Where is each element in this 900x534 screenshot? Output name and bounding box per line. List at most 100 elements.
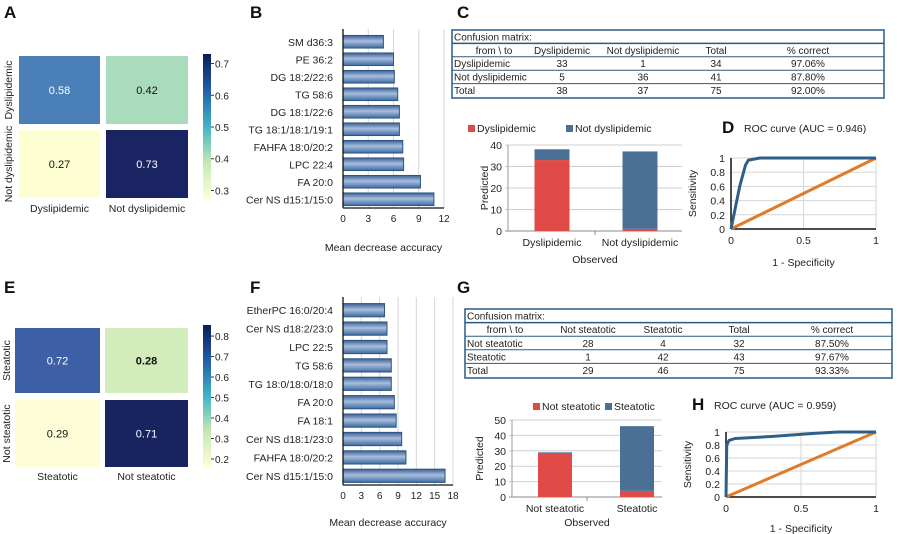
table-cell: 46 bbox=[657, 366, 669, 377]
table-title: Confusion matrix: bbox=[454, 32, 532, 43]
bar bbox=[342, 192, 435, 207]
y-tick-label: 40 bbox=[494, 430, 506, 442]
table-cell: 75 bbox=[710, 86, 722, 97]
table-cell: 92.00% bbox=[791, 86, 825, 97]
x-tick-label: 0 bbox=[723, 503, 729, 515]
colorbar-tick-label: 0.7 bbox=[215, 353, 229, 364]
table-title: Confusion matrix: bbox=[467, 312, 545, 323]
category-label: Dyslipidemic bbox=[523, 237, 582, 249]
table-cell: Not dyslipidemic bbox=[454, 73, 527, 84]
table-cell: 29 bbox=[582, 366, 594, 377]
bar bbox=[342, 413, 397, 428]
bar bbox=[342, 450, 407, 465]
y-tick-label: 0 bbox=[500, 492, 506, 504]
y-tick-label: 30 bbox=[494, 446, 506, 458]
roc-curve bbox=[724, 430, 876, 498]
x-axis-label: Observed bbox=[572, 254, 618, 266]
table-cell: 41 bbox=[710, 73, 722, 84]
y-axis-label: Predicted bbox=[479, 166, 491, 211]
heatmap-cell bbox=[19, 56, 100, 124]
reference-diagonal bbox=[725, 430, 877, 499]
stacked-bar-segment bbox=[538, 453, 572, 497]
x-tick-label: 0 bbox=[340, 214, 346, 225]
x-axis-label: 1 - Specificity bbox=[772, 257, 835, 269]
table-cell: 38 bbox=[556, 86, 568, 97]
bar bbox=[342, 69, 395, 84]
cell-value: 0.72 bbox=[47, 356, 68, 368]
panel-label-b: B bbox=[250, 3, 262, 22]
stacked-bar-segment bbox=[622, 151, 658, 229]
category-label: TG 18:0/18:0/18:0 bbox=[248, 379, 333, 391]
colorbar-tick-label: 0.3 bbox=[215, 434, 229, 445]
category-label: FA 20:0 bbox=[297, 177, 333, 189]
category-label: Steatotic bbox=[617, 503, 658, 515]
table-cell: 33 bbox=[556, 59, 568, 70]
table-header: Total bbox=[705, 46, 726, 57]
y-tick-label: 0 bbox=[496, 226, 502, 238]
table-border bbox=[451, 29, 885, 99]
category-label: LPC 22:5 bbox=[289, 342, 333, 354]
y-tick-label: 10 bbox=[490, 205, 502, 217]
cell-value: 0.27 bbox=[49, 159, 70, 171]
x-axis-label: 1 - Specificity bbox=[770, 523, 833, 534]
table-header: % correct bbox=[787, 46, 829, 57]
table-cell: 36 bbox=[637, 73, 649, 84]
table-cell: 87.80% bbox=[791, 73, 825, 84]
table-cell: 1 bbox=[585, 352, 591, 363]
table-cell: 32 bbox=[733, 339, 745, 350]
category-label: DG 18:1/22:6 bbox=[271, 107, 334, 119]
colorbar-tick-label: 0.4 bbox=[215, 414, 229, 425]
x-tick-label: 0.5 bbox=[794, 503, 809, 515]
category-label: SM d36:3 bbox=[288, 37, 333, 49]
table-header: Dyslipidemic bbox=[534, 46, 590, 57]
legend-swatch bbox=[566, 125, 573, 132]
x-tick-label: 3 bbox=[359, 491, 365, 502]
y-tick-label: 1 bbox=[714, 427, 720, 439]
legend-swatch bbox=[605, 403, 612, 410]
table-header: Total bbox=[728, 325, 749, 336]
y-tick-label: 0.6 bbox=[710, 181, 725, 193]
table-header: Not steatotic bbox=[560, 325, 616, 336]
bar bbox=[342, 104, 400, 119]
category-label: FA 18:1 bbox=[297, 416, 333, 428]
row-label: Not dyslipidemic bbox=[3, 126, 15, 202]
table-cell: 93.33% bbox=[815, 366, 849, 377]
legend-swatch bbox=[468, 125, 475, 132]
panel-label-g: G bbox=[457, 278, 470, 297]
y-tick-label: 30 bbox=[490, 162, 502, 174]
x-tick-label: 15 bbox=[429, 491, 441, 502]
x-tick-label: 9 bbox=[395, 491, 401, 502]
colorbar-tick-label: 0.2 bbox=[215, 455, 229, 466]
table-cell: 75 bbox=[733, 366, 745, 377]
table-header: from \ to bbox=[476, 46, 513, 57]
table-cell: Not steatotic bbox=[467, 339, 523, 350]
table-header: % correct bbox=[811, 325, 853, 336]
x-axis-label: Mean decrease accuracy bbox=[329, 517, 447, 529]
panel-label-c: C bbox=[457, 3, 469, 22]
table-cell: 43 bbox=[733, 352, 745, 363]
y-tick-label: 1 bbox=[719, 153, 725, 165]
category-label: TG 18:1/18:1/19:1 bbox=[248, 124, 333, 136]
table-cell: 37 bbox=[637, 86, 649, 97]
table-header: Not dyslipidemic bbox=[607, 46, 680, 57]
category-label: DG 18:2/22:6 bbox=[271, 72, 334, 84]
x-tick-label: 3 bbox=[365, 214, 371, 225]
bar bbox=[342, 321, 388, 336]
table-cell: 97.06% bbox=[791, 59, 825, 70]
heatmap-cell bbox=[15, 400, 100, 467]
y-tick-label: 0.4 bbox=[705, 466, 720, 478]
table-cell: 34 bbox=[710, 59, 722, 70]
y-tick-label: 10 bbox=[494, 477, 506, 489]
bar bbox=[342, 139, 404, 154]
cell-value: 0.42 bbox=[136, 85, 157, 97]
y-axis-label: Predicted bbox=[474, 436, 486, 481]
heatmap-cell bbox=[105, 400, 188, 467]
table-cell: 87.50% bbox=[815, 339, 849, 350]
category-label: TG 58:6 bbox=[295, 89, 333, 101]
category-label: EtherPC 16:0/20:4 bbox=[247, 305, 334, 317]
cell-value: 0.58 bbox=[49, 85, 70, 97]
x-tick-label: 18 bbox=[447, 491, 459, 502]
category-label: Cer NS d15:1/15:0 bbox=[246, 471, 333, 483]
y-tick-label: 0 bbox=[719, 224, 725, 236]
